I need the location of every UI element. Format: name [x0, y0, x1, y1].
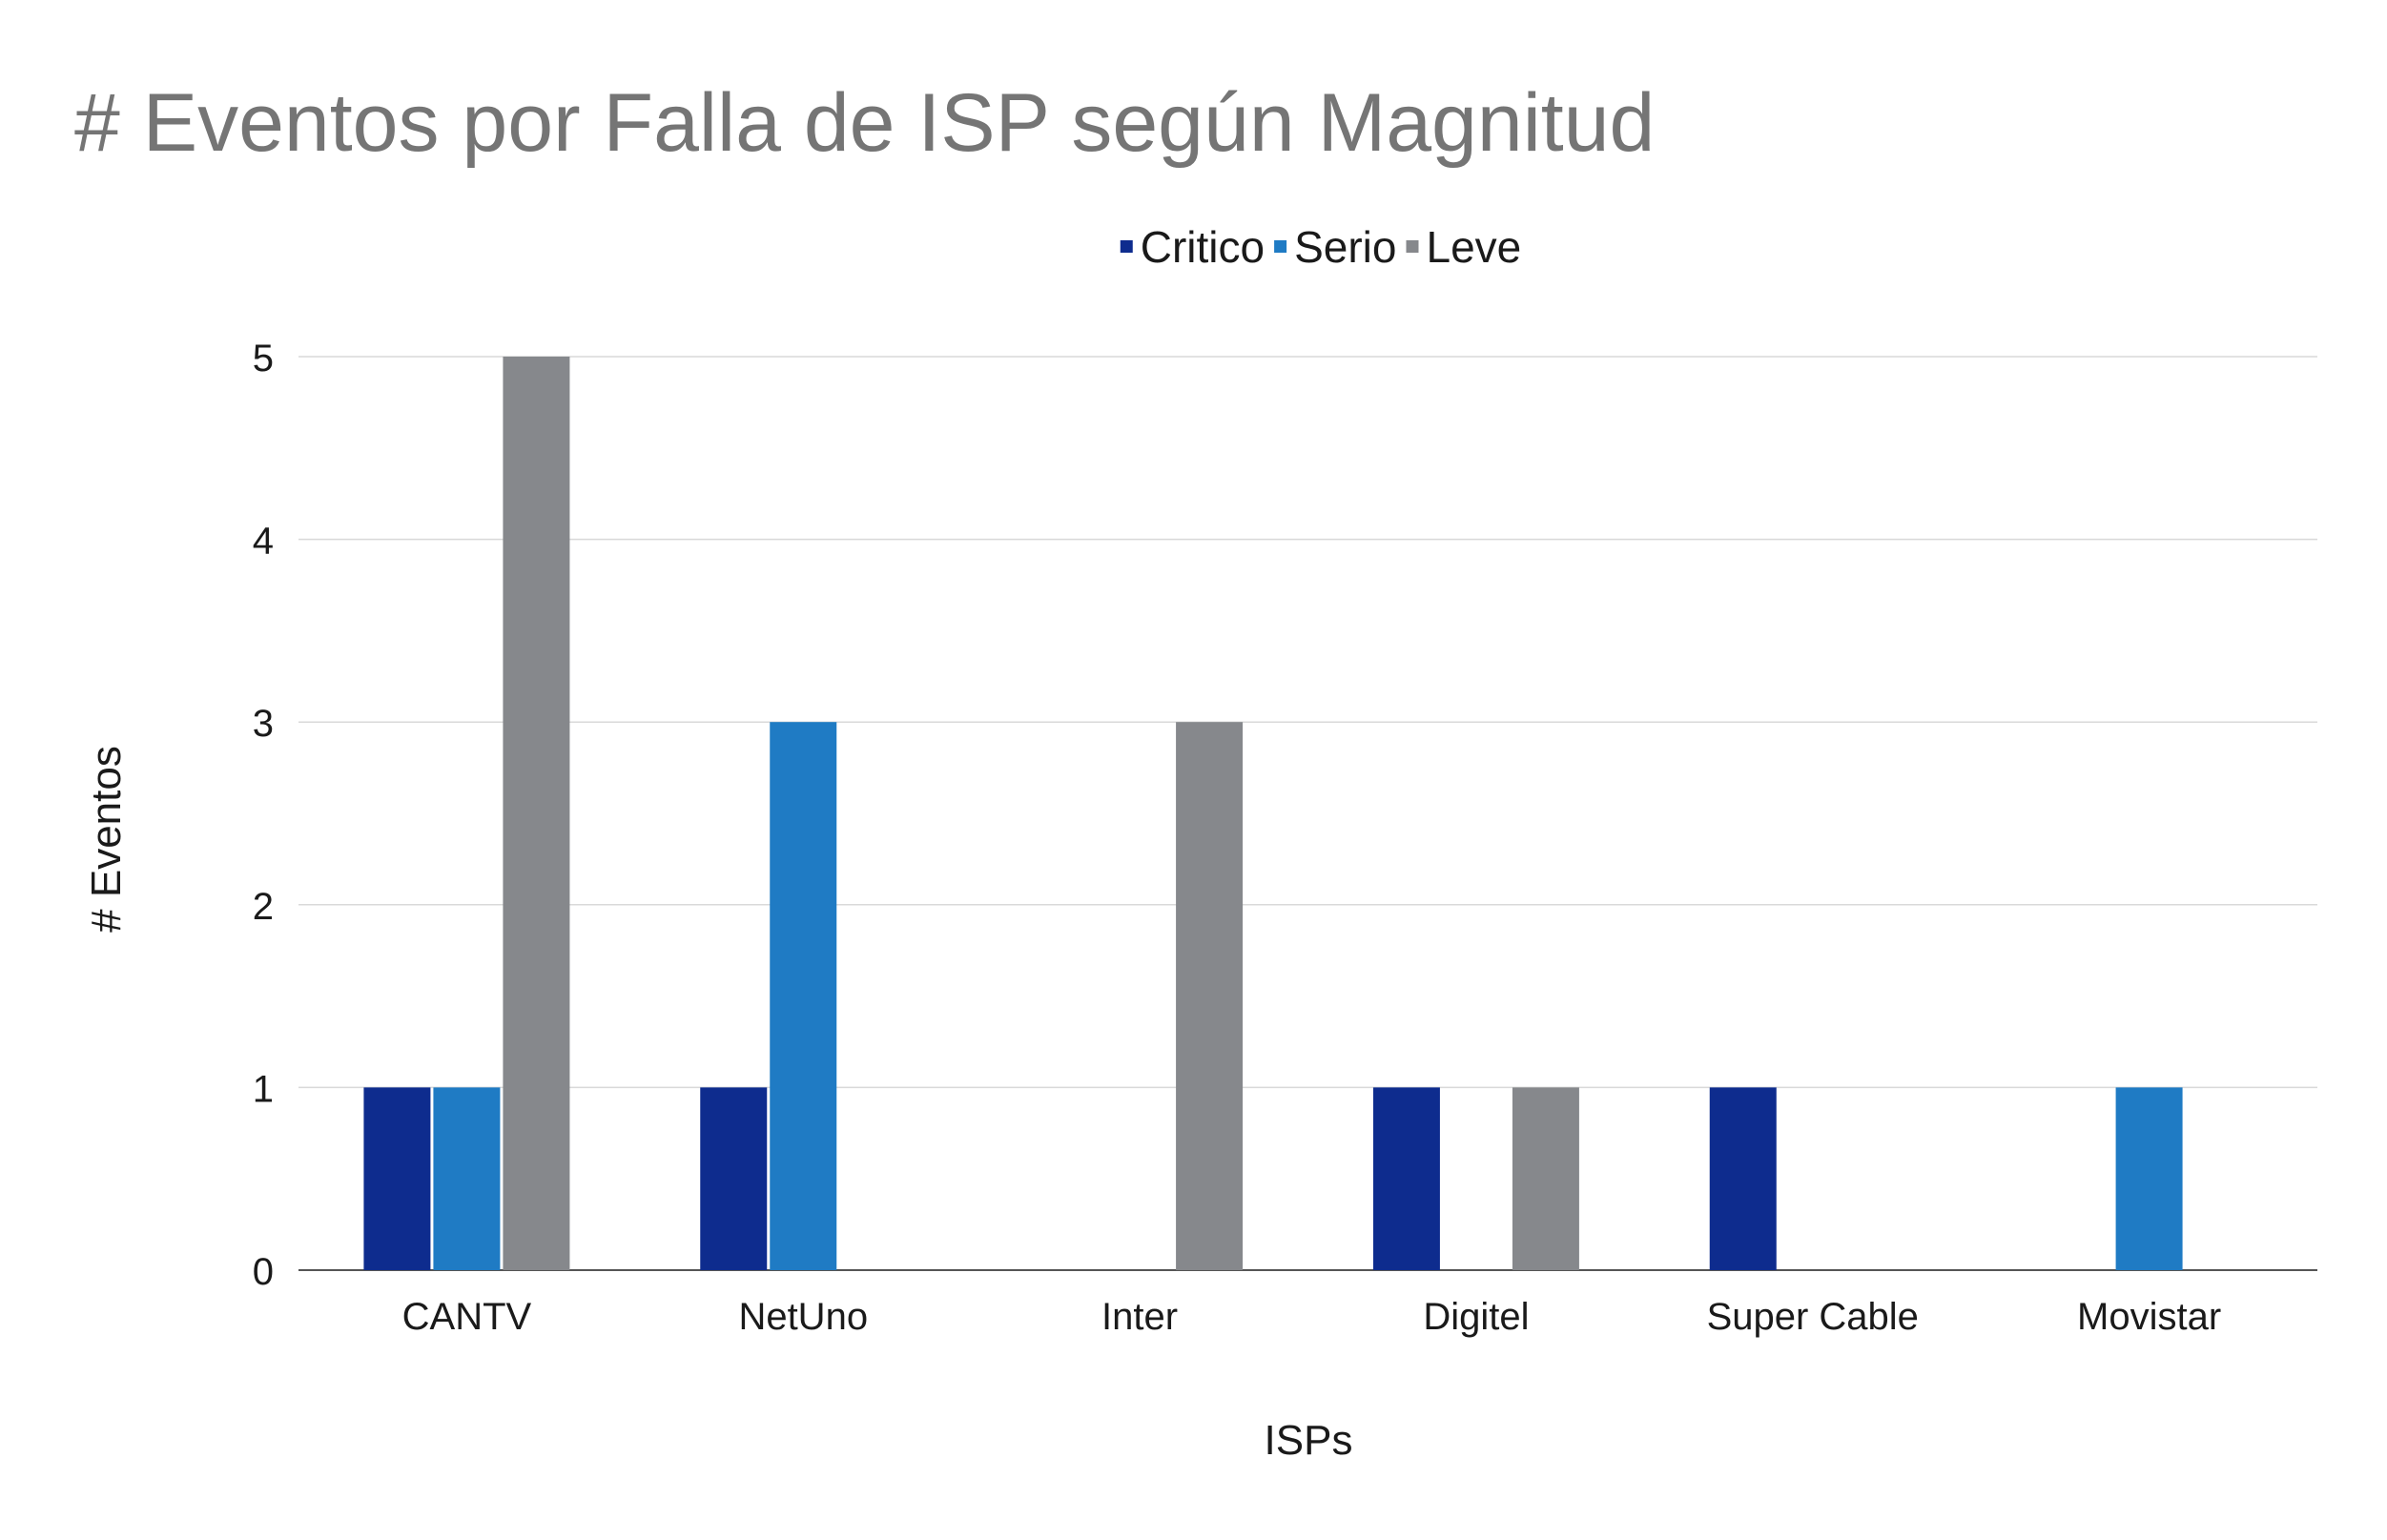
bars [363, 357, 2183, 1270]
bar-serio-netuno [770, 722, 837, 1270]
y-tick-label: 2 [253, 886, 274, 928]
y-tick-label: 0 [253, 1251, 274, 1293]
x-tick-label: Super Cable [1707, 1296, 1919, 1338]
legend-label-critico: Critico [1141, 222, 1265, 272]
y-tick-label: 5 [253, 338, 274, 380]
y-tick-label: 1 [253, 1068, 274, 1110]
x-axis-label: ISPs [1265, 1417, 1353, 1464]
legend-swatch-serio [1274, 240, 1287, 253]
x-tick-label: Inter [1101, 1296, 1178, 1338]
legend-swatch-critico [1120, 240, 1133, 253]
bar-critico-netuno [700, 1087, 768, 1270]
bar-critico-super-cable [1709, 1087, 1777, 1270]
y-tick-label: 3 [253, 703, 274, 745]
legend-label-leve: Leve [1426, 222, 1521, 272]
x-tick-label: CANTV [402, 1296, 532, 1338]
x-tick-label: Movistar [2077, 1296, 2221, 1338]
chart-title: # Eventos por Falla de ISP según Magnitu… [74, 77, 1655, 169]
x-axis-ticks: CANTV NetUno Inter Digitel Super Cable Movist… [402, 1296, 2222, 1338]
bar-leve-cantv [503, 357, 570, 1270]
bar-serio-cantv [433, 1087, 501, 1270]
gridlines [298, 356, 2317, 1271]
y-axis-label: # Eventos [83, 746, 130, 933]
bar-leve-inter [1176, 722, 1244, 1270]
y-axis-ticks: 0 1 2 3 4 5 [253, 338, 274, 1293]
x-tick-label: NetUno [738, 1296, 868, 1338]
legend-label-serio: Serio [1294, 222, 1396, 272]
bar-leve-digitel [1512, 1087, 1579, 1270]
bar-serio-movistar [2115, 1087, 2183, 1270]
bar-critico-cantv [363, 1087, 431, 1270]
y-tick-label: 4 [253, 521, 274, 563]
bar-critico-digitel [1372, 1087, 1440, 1270]
legend-swatch-leve [1406, 240, 1419, 253]
legend: Critico Serio Leve [1120, 222, 1521, 272]
x-tick-label: Digitel [1423, 1296, 1529, 1338]
